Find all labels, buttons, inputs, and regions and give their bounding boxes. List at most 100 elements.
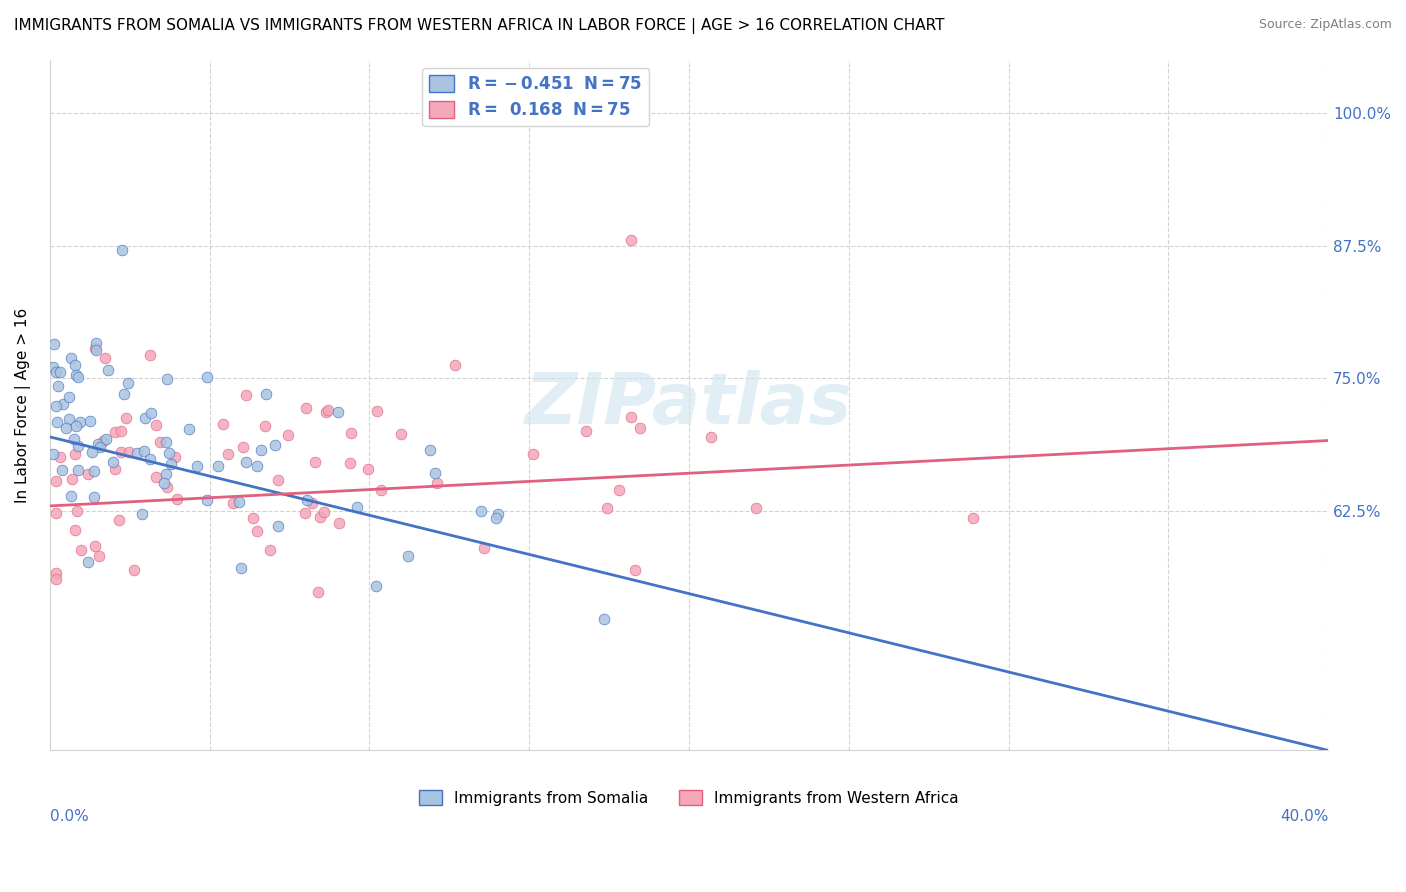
Point <box>91 434 114 448</box>
Point <box>77 555 100 569</box>
Point <box>485 510 508 524</box>
Point <box>159 457 181 471</box>
Point <box>69 416 91 430</box>
Point <box>295 401 318 415</box>
Point <box>155 435 177 450</box>
Point <box>259 542 281 557</box>
Point <box>45 365 67 379</box>
Point <box>396 549 419 563</box>
Point <box>110 445 132 459</box>
Text: IMMIGRANTS FROM SOMALIA VS IMMIGRANTS FROM WESTERN AFRICA IN LABOR FORCE | AGE >: IMMIGRANTS FROM SOMALIA VS IMMIGRANTS FR… <box>14 18 945 34</box>
Point <box>419 442 441 457</box>
Point <box>145 417 167 432</box>
Point <box>294 506 316 520</box>
Point <box>470 504 492 518</box>
Point <box>607 483 630 497</box>
Point <box>156 480 179 494</box>
Point <box>620 233 643 247</box>
Point <box>277 428 299 442</box>
Point <box>65 368 87 382</box>
Point <box>104 462 127 476</box>
Point <box>65 419 87 434</box>
Point <box>84 336 107 351</box>
Point <box>87 549 110 563</box>
Point <box>134 410 156 425</box>
Point <box>94 351 117 366</box>
Point <box>45 400 67 414</box>
Point <box>117 376 139 390</box>
Point <box>620 410 643 425</box>
Point <box>148 435 170 450</box>
Point <box>207 459 229 474</box>
Point <box>45 572 67 586</box>
Point <box>389 426 412 441</box>
Point <box>101 455 124 469</box>
Point <box>62 433 84 447</box>
Text: 40.0%: 40.0% <box>1279 809 1329 824</box>
Point <box>155 467 177 482</box>
Point <box>89 440 111 454</box>
Point <box>45 566 67 580</box>
Point <box>316 403 339 417</box>
Point <box>295 493 318 508</box>
Point <box>628 421 651 435</box>
Point <box>246 524 269 539</box>
Point <box>132 443 155 458</box>
Point <box>58 391 80 405</box>
Point <box>153 475 176 490</box>
Point <box>326 405 349 419</box>
Point <box>700 430 723 444</box>
Point <box>83 539 105 553</box>
Point <box>307 585 329 599</box>
Point <box>112 387 135 401</box>
Point <box>60 351 83 365</box>
Point <box>58 411 80 425</box>
Text: Source: ZipAtlas.com: Source: ZipAtlas.com <box>1258 18 1392 31</box>
Point <box>60 489 83 503</box>
Point <box>472 541 495 555</box>
Point <box>44 336 66 351</box>
Point <box>115 411 138 425</box>
Point <box>575 424 598 438</box>
Point <box>139 348 162 362</box>
Point <box>328 516 350 530</box>
Point <box>111 244 134 258</box>
Point <box>69 543 91 558</box>
Point <box>157 446 180 460</box>
Point <box>443 359 465 373</box>
Point <box>156 372 179 386</box>
Legend: Immigrants from Somalia, Immigrants from Western Africa: Immigrants from Somalia, Immigrants from… <box>413 783 965 812</box>
Point <box>67 369 90 384</box>
Point <box>166 492 188 507</box>
Point <box>83 341 105 355</box>
Point <box>522 448 544 462</box>
Point <box>267 519 290 533</box>
Text: ZIPatlas: ZIPatlas <box>526 370 852 440</box>
Point <box>97 363 120 377</box>
Point <box>744 501 766 516</box>
Point <box>339 425 361 440</box>
Point <box>108 513 131 527</box>
Point <box>83 491 105 505</box>
Point <box>45 474 67 488</box>
Point <box>426 476 449 491</box>
Point <box>145 470 167 484</box>
Point <box>49 450 72 464</box>
Point <box>84 343 107 357</box>
Point <box>51 463 73 477</box>
Point <box>63 523 86 537</box>
Point <box>222 496 245 510</box>
Point <box>131 508 153 522</box>
Point <box>67 439 90 453</box>
Point <box>264 438 287 452</box>
Point <box>63 447 86 461</box>
Point <box>65 359 87 373</box>
Point <box>308 509 330 524</box>
Point <box>486 507 509 521</box>
Point <box>96 432 118 446</box>
Text: 0.0%: 0.0% <box>49 809 89 824</box>
Point <box>267 473 290 487</box>
Point <box>596 500 619 515</box>
Point <box>42 447 65 461</box>
Point <box>212 417 235 431</box>
